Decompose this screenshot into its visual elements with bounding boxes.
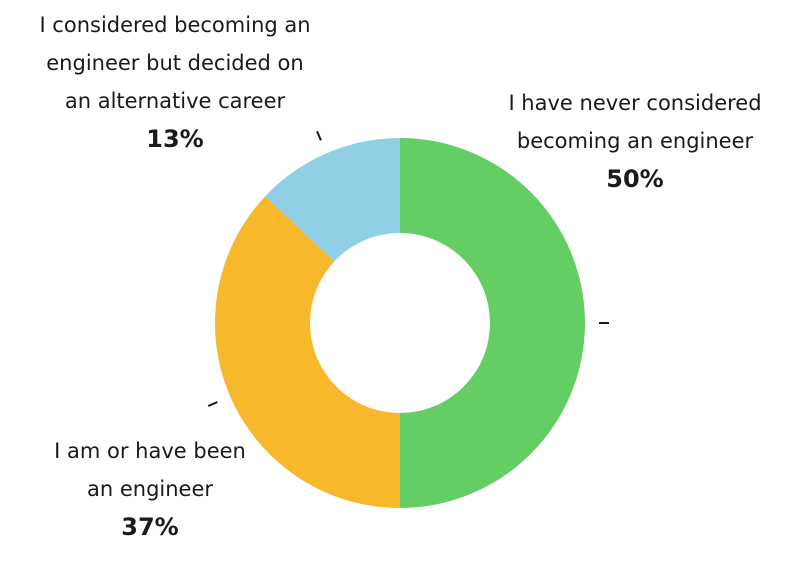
slice-label-line: an alternative career xyxy=(64,89,286,113)
leader-tick xyxy=(207,401,218,407)
slice-label-line: engineer but decided on xyxy=(46,51,304,75)
slice-label-line: an engineer xyxy=(86,477,214,501)
slice-percent: 13% xyxy=(146,125,204,153)
slice-engineer xyxy=(215,196,400,509)
slice-percent: 37% xyxy=(121,513,179,541)
slice-label-engineer: I am or have been an engineer 37% xyxy=(10,432,290,546)
slice-label-line: becoming an engineer xyxy=(516,129,754,153)
slice-label-alternative-career: I considered becoming an engineer but de… xyxy=(10,6,340,158)
slice-percent: 50% xyxy=(606,165,664,193)
slice-label-line: I have never considered xyxy=(508,91,762,115)
slice-alternative-career xyxy=(265,138,400,262)
slice-label-never-considered: I have never considered becoming an engi… xyxy=(490,84,780,198)
slice-label-line: I am or have been xyxy=(54,439,246,463)
leader-tick xyxy=(316,130,322,141)
slice-never-considered xyxy=(400,138,585,508)
slice-label-line: I considered becoming an xyxy=(39,13,311,37)
